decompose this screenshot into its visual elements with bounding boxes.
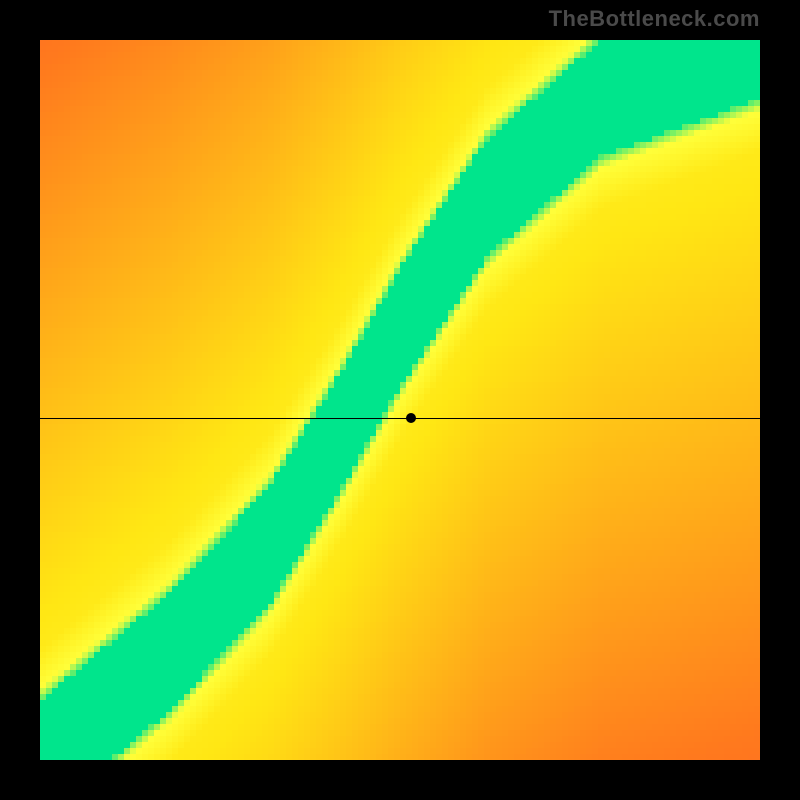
chart-root: TheBottleneck.com (0, 0, 800, 800)
watermark-text: TheBottleneck.com (549, 6, 760, 32)
crosshair-marker[interactable] (406, 413, 416, 423)
heatmap-canvas (40, 40, 760, 760)
crosshair-horizontal (40, 418, 760, 419)
plot-area (40, 40, 760, 760)
crosshair-vertical (411, 760, 412, 800)
